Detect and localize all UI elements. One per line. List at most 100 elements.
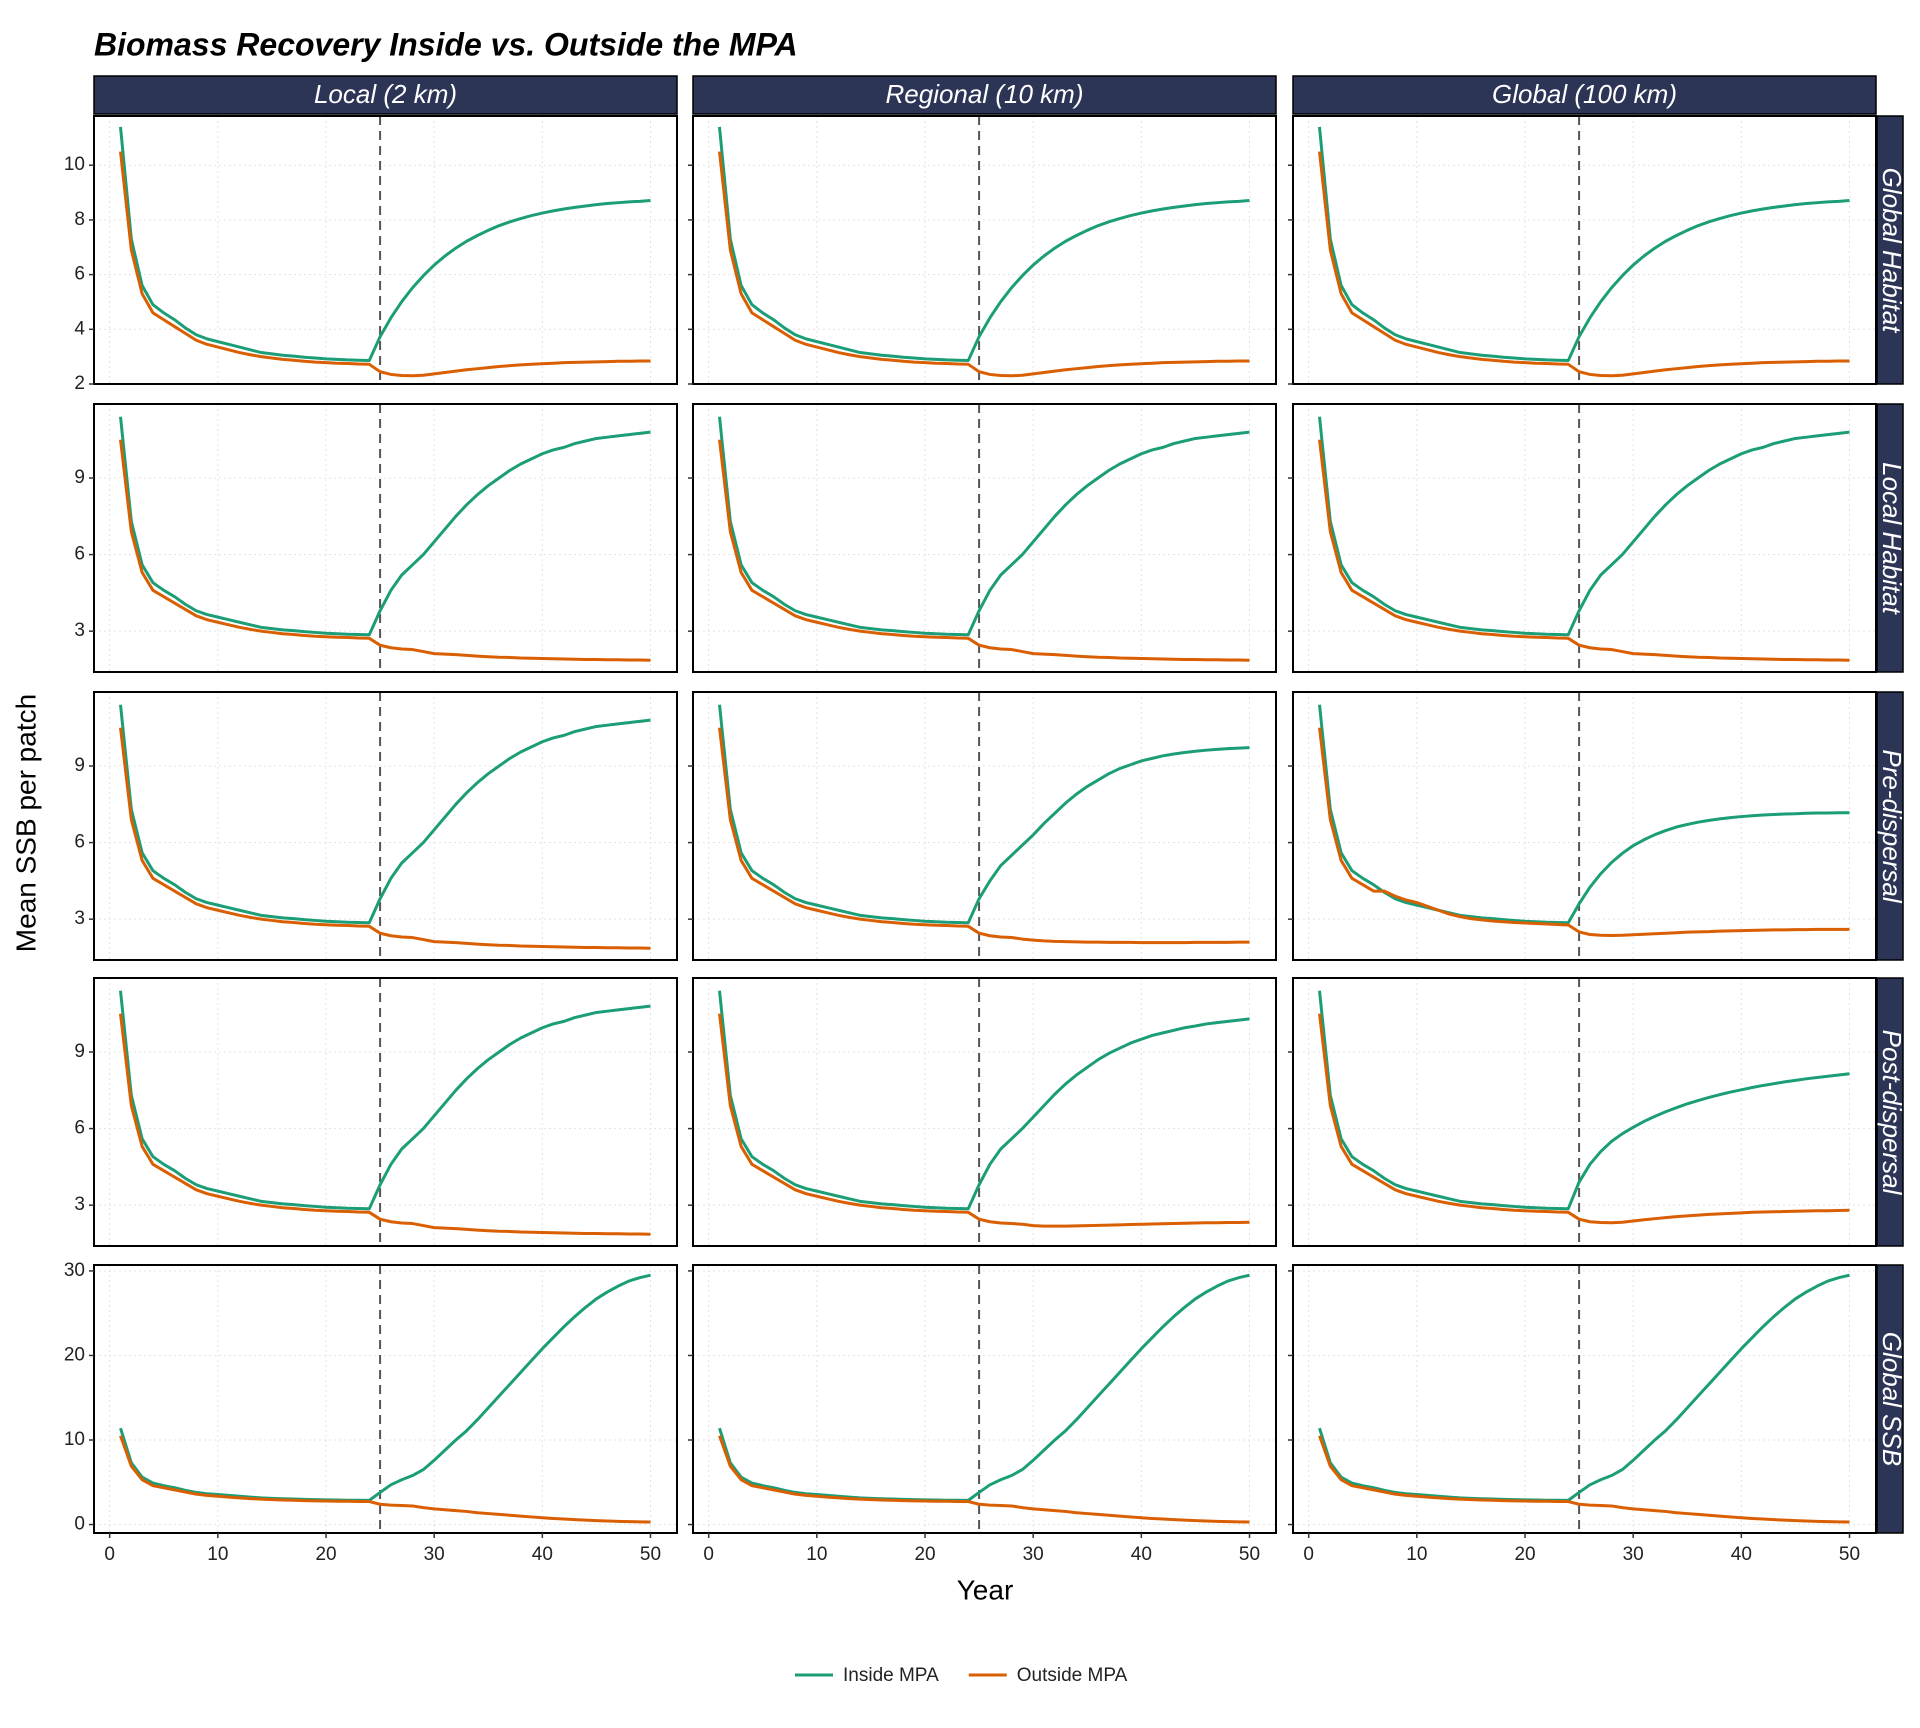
x-tick-label: 0 [104, 1544, 115, 1565]
row-strip [1876, 115, 1904, 385]
panel-border [93, 403, 678, 673]
x-tick-label: 50 [640, 1544, 661, 1565]
legend: Inside MPA Outside MPA [795, 1665, 1128, 1686]
x-tick-label: 10 [806, 1544, 827, 1565]
x-tick-label: 10 [207, 1544, 228, 1565]
row-strip-label: Pre-dispersal [1877, 749, 1907, 903]
y-tick-label: 6 [74, 264, 85, 285]
y-tick-label: 9 [74, 1041, 85, 1062]
series-line [718, 439, 1250, 662]
series-line [1318, 727, 1850, 937]
series-line [1318, 1435, 1850, 1524]
y-tick-label: 10 [64, 1429, 85, 1450]
legend-label: Inside MPA [843, 1665, 939, 1686]
y-tick-label: 6 [74, 544, 85, 565]
series-line [119, 126, 651, 362]
series-line [1318, 1013, 1850, 1225]
series-line [1318, 416, 1850, 637]
series-line [718, 416, 1250, 637]
panel-border [93, 691, 678, 961]
series-line [119, 704, 651, 925]
series-line [1318, 990, 1850, 1211]
column-strip-label: Regional (10 km) [886, 79, 1084, 109]
series-line [718, 727, 1250, 945]
series-line [119, 1273, 651, 1502]
y-tick-label: 3 [74, 620, 85, 641]
panel-border [1292, 403, 1877, 673]
y-tick-label: 8 [74, 209, 85, 230]
row-strip [1876, 691, 1904, 961]
x-tick-label: 0 [703, 1544, 714, 1565]
panel-border [93, 1264, 678, 1534]
panel-border [1292, 115, 1877, 385]
panel-border [1292, 1264, 1877, 1534]
series-line [1318, 1273, 1850, 1502]
series-line [1318, 439, 1850, 662]
y-tick-label: 20 [64, 1344, 85, 1365]
y-tick-label: 30 [64, 1260, 85, 1281]
y-tick-label: 4 [74, 318, 85, 339]
column-strip [692, 75, 1277, 115]
series-line [718, 151, 1250, 378]
series-line [718, 1273, 1250, 1502]
column-strip-label: Local (2 km) [314, 79, 457, 109]
x-tick-label: 30 [424, 1544, 445, 1565]
x-tick-label: 20 [1514, 1544, 1535, 1565]
series-line [119, 416, 651, 637]
y-tick-label: 9 [74, 755, 85, 776]
series-line [119, 990, 651, 1211]
y-tick-label: 2 [74, 373, 85, 394]
y-tick-label: 10 [64, 154, 85, 175]
y-tick-label: 3 [74, 1194, 85, 1215]
x-tick-label: 20 [315, 1544, 336, 1565]
series-line [119, 1013, 651, 1236]
y-tick-label: 6 [74, 832, 85, 853]
x-tick-label: 40 [532, 1544, 553, 1565]
series-line [1318, 126, 1850, 362]
y-tick-label: 6 [74, 1118, 85, 1139]
row-strip-label: Local Habitat [1877, 462, 1907, 616]
series-line [119, 1435, 651, 1524]
panel-border [692, 1264, 1277, 1534]
x-tick-label: 40 [1731, 1544, 1752, 1565]
x-tick-label: 50 [1839, 1544, 1860, 1565]
series-line [119, 727, 651, 950]
x-tick-label: 40 [1131, 1544, 1152, 1565]
panel-border [1292, 977, 1877, 1247]
x-tick-label: 30 [1023, 1544, 1044, 1565]
panel-border [93, 115, 678, 385]
series-line [1318, 151, 1850, 378]
panel-border [692, 403, 1277, 673]
series-line [718, 1013, 1250, 1228]
row-strip [1876, 403, 1904, 673]
panel-border [692, 691, 1277, 961]
x-tick-label: 0 [1303, 1544, 1314, 1565]
series-line [119, 151, 651, 378]
x-tick-label: 10 [1406, 1544, 1427, 1565]
series-line [718, 126, 1250, 362]
panel-border [692, 977, 1277, 1247]
series-line [718, 704, 1250, 925]
y-axis-title: Mean SSB per patch [10, 694, 41, 952]
row-strip-label: Global Habitat [1877, 168, 1907, 335]
panel-border [1292, 691, 1877, 961]
column-strip-label: Global (100 km) [1492, 79, 1677, 109]
y-tick-label: 3 [74, 908, 85, 929]
x-tick-label: 50 [1239, 1544, 1260, 1565]
series-line [119, 439, 651, 662]
column-strip [1292, 75, 1877, 115]
row-strip-label: Global SSB [1877, 1332, 1907, 1466]
series-line [718, 990, 1250, 1211]
chart-title: Biomass Recovery Inside vs. Outside the … [94, 26, 798, 62]
row-strip [1876, 977, 1904, 1247]
series-line [718, 1435, 1250, 1524]
legend-label: Outside MPA [1017, 1665, 1128, 1686]
y-tick-label: 9 [74, 467, 85, 488]
panel-border [692, 115, 1277, 385]
y-tick-label: 0 [74, 1514, 85, 1535]
series-line [1318, 704, 1850, 925]
row-strip-label: Post-dispersal [1877, 1030, 1907, 1196]
x-axis-title: Year [957, 1574, 1014, 1605]
column-strip [93, 75, 678, 115]
